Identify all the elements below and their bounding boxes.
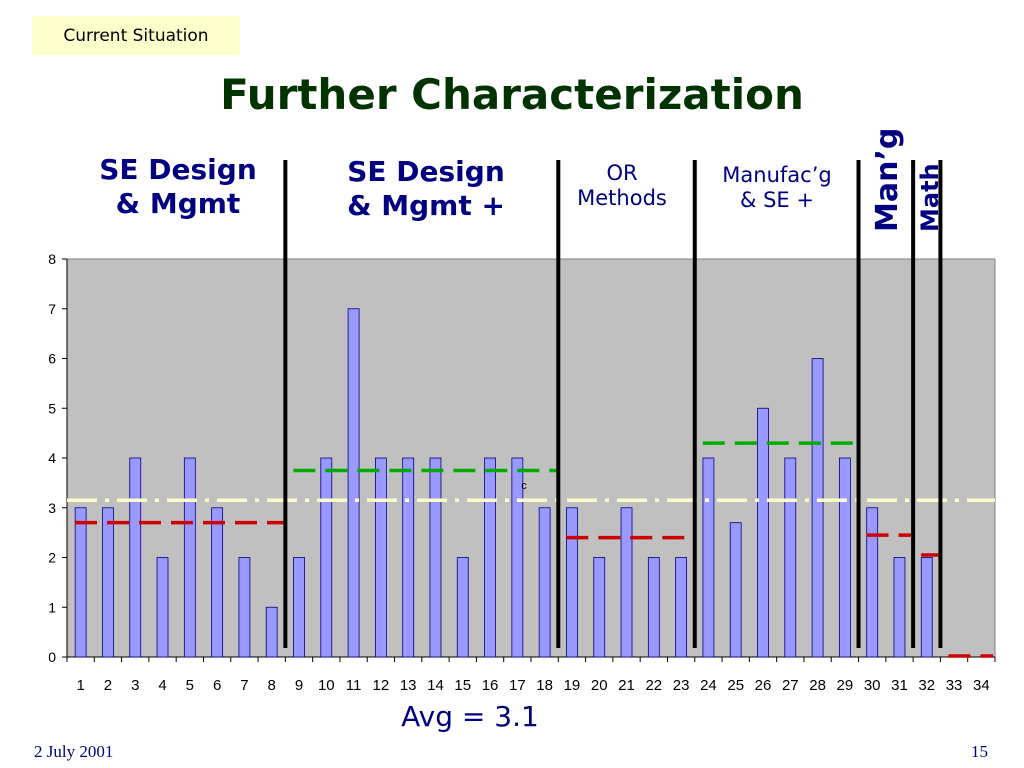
- slide-title: Further Characterization: [220, 70, 804, 119]
- bar: [211, 507, 224, 658]
- bar: [320, 457, 333, 658]
- x-tick-label: 28: [809, 677, 826, 694]
- bar: [183, 457, 196, 658]
- bar: [238, 557, 251, 658]
- bar: [102, 507, 114, 658]
- x-tick-label: 21: [618, 677, 635, 694]
- footer-date: 2 July 2001: [34, 742, 114, 761]
- bar: [156, 557, 169, 658]
- group-label-manufacturing-se: Manufac’g & SE +: [722, 163, 832, 213]
- y-tick-label: 0: [48, 649, 56, 665]
- bar: [293, 557, 305, 658]
- section-tag: Current Situation: [32, 16, 240, 55]
- bar: [675, 557, 688, 658]
- bar: [456, 557, 469, 658]
- y-tick-label: 2: [48, 550, 56, 566]
- x-tick-label: 16: [482, 677, 499, 694]
- x-tick-label: 3: [131, 677, 139, 694]
- x-tick-label: 1: [76, 677, 84, 694]
- x-tick-label: 30: [864, 677, 881, 694]
- bar: [729, 522, 742, 658]
- bar: [838, 457, 851, 658]
- bar: [374, 457, 387, 658]
- y-tick-label: 4: [48, 450, 56, 466]
- bar: [74, 507, 87, 658]
- bar: [484, 457, 496, 658]
- x-tick-label: 11: [346, 677, 362, 694]
- bar: [702, 457, 715, 658]
- bar: [647, 557, 660, 658]
- x-tick-label: 4: [158, 677, 166, 694]
- bar: [129, 457, 142, 658]
- bar: [566, 507, 578, 658]
- bar: [811, 358, 824, 658]
- bar: [593, 557, 606, 658]
- x-tick-label: 22: [645, 677, 662, 694]
- x-tick-label: 29: [837, 677, 854, 694]
- x-tick-label: 23: [673, 677, 690, 694]
- x-tick-label: 32: [918, 677, 935, 694]
- x-tick-label: 20: [591, 677, 608, 694]
- x-tick-label: 6: [213, 677, 221, 694]
- x-tick-label: 10: [318, 677, 335, 694]
- x-tick-label: 33: [946, 677, 963, 694]
- page-number: 15: [971, 742, 988, 761]
- y-tick-label: 3: [48, 500, 56, 516]
- group-label-se-design-mgmt: SE Design & Mgmt: [99, 153, 257, 220]
- x-tick-label: 19: [564, 677, 581, 694]
- stray-label: c: [521, 480, 527, 492]
- x-tick-label: 8: [268, 677, 276, 694]
- bar: [620, 507, 633, 658]
- x-tick-label: 18: [536, 677, 553, 694]
- y-tick-label: 7: [48, 301, 56, 317]
- x-tick-label: 17: [509, 677, 526, 694]
- bar: [866, 507, 879, 658]
- y-tick-label: 1: [48, 599, 56, 615]
- bar: [402, 457, 415, 658]
- bar: [757, 407, 769, 658]
- bar: [538, 507, 551, 658]
- bar: [893, 557, 906, 658]
- x-tick-label: 15: [454, 677, 471, 694]
- y-tick-label: 5: [48, 400, 56, 416]
- x-tick-label: 9: [295, 677, 303, 694]
- x-tick-label: 13: [400, 677, 417, 694]
- plot-area: [66, 258, 996, 658]
- bar: [784, 457, 797, 658]
- x-tick-label: 34: [973, 677, 990, 694]
- bar: [265, 606, 278, 658]
- x-tick-label: 26: [755, 677, 772, 694]
- x-tick-label: 5: [186, 677, 194, 694]
- x-tick-label: 2: [104, 677, 112, 694]
- y-tick-label: 6: [48, 351, 56, 367]
- x-tick-label: 12: [373, 677, 390, 694]
- bar: [511, 457, 524, 658]
- x-tick-label: 31: [891, 677, 908, 694]
- bar: [347, 308, 360, 658]
- bar: [920, 557, 933, 658]
- x-tick-label: 27: [782, 677, 799, 694]
- average-label: Avg = 3.1: [401, 700, 539, 733]
- bar: [429, 457, 442, 658]
- group-label-or-methods: OR Methods: [577, 161, 667, 211]
- x-tick-label: 14: [427, 677, 444, 694]
- x-tick-label: 25: [727, 677, 744, 694]
- group-label-se-design-mgmt-plus: SE Design & Mgmt +: [347, 155, 505, 222]
- x-tick-label: 7: [240, 677, 248, 694]
- x-tick-label: 24: [700, 677, 717, 694]
- y-tick-label: 8: [48, 251, 56, 267]
